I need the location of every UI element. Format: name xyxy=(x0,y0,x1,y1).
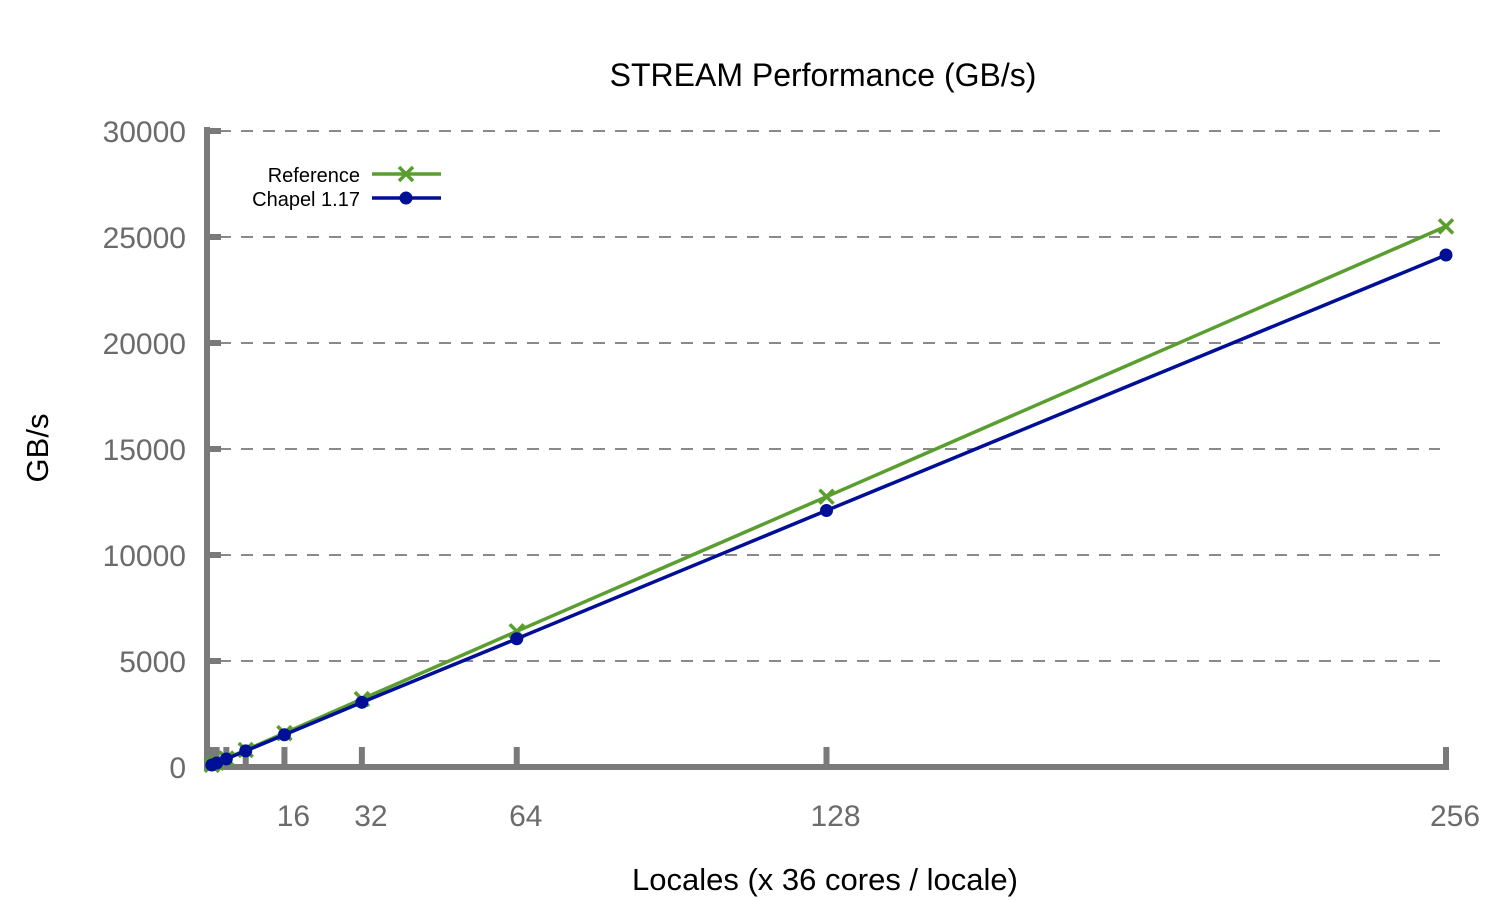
data-point-chapel xyxy=(219,752,233,766)
data-point-chapel xyxy=(820,503,833,517)
x-tick-label: 64 xyxy=(509,800,542,833)
data-point-chapel xyxy=(355,695,369,709)
x-tick-label: 256 xyxy=(1430,800,1480,833)
x-tick-label: 32 xyxy=(354,800,387,833)
y-axis-title: GB/s xyxy=(20,414,55,483)
legend-label: Chapel 1.17 xyxy=(252,189,360,211)
data-point-chapel xyxy=(510,632,524,646)
data-point-chapel xyxy=(277,728,291,742)
x-tick-label: 16 xyxy=(277,800,310,833)
legend-marker-x xyxy=(397,165,415,183)
legend-marker-circle xyxy=(399,191,413,205)
gridlines xyxy=(219,130,1440,662)
legend-label: Reference xyxy=(268,165,360,187)
data-point-reference xyxy=(818,488,835,505)
y-tick-label: 15000 xyxy=(103,434,186,467)
x-tick-label: 128 xyxy=(810,800,860,833)
y-tick-labels: 0 5000 10000 15000 20000 25000 30000 xyxy=(103,116,186,785)
x-tick-labels: 16 32 64 128 256 xyxy=(277,800,1480,833)
y-tick-label: 5000 xyxy=(119,646,186,679)
data-point-reference xyxy=(1437,218,1455,235)
data-point-chapel xyxy=(1439,248,1453,262)
y-tick-label: 0 xyxy=(169,752,186,785)
x-axis-title: Locales (x 36 cores / locale) xyxy=(632,862,1018,897)
chart-title: STREAM Performance (GB/s) xyxy=(610,57,1037,93)
y-tick-label: 10000 xyxy=(103,540,186,573)
y-tick-label: 30000 xyxy=(103,116,186,149)
y-tick-label: 20000 xyxy=(103,328,186,361)
y-tick-label: 25000 xyxy=(103,222,186,255)
series-group xyxy=(203,218,1455,774)
data-point-chapel xyxy=(239,744,253,758)
